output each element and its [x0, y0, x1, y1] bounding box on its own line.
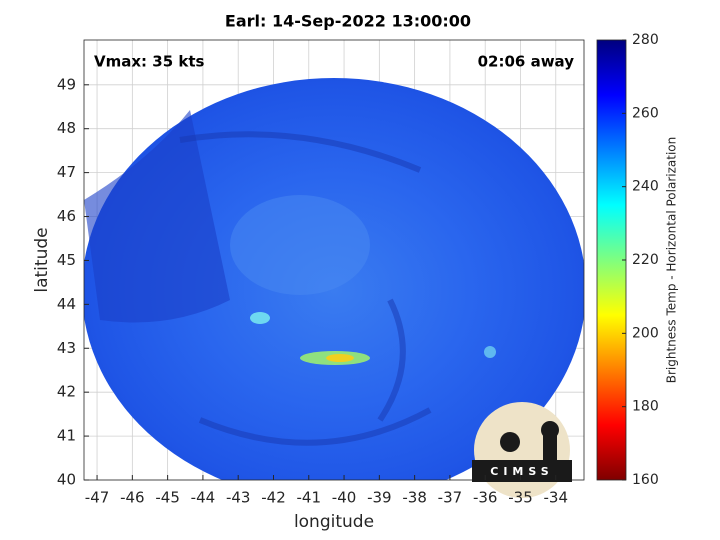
x-tick-label: -37 — [438, 489, 463, 507]
logo: CIMSS — [472, 402, 572, 498]
colorbar-tick-label: 280 — [632, 32, 659, 48]
y-tick-label: 44 — [57, 295, 76, 313]
x-tick-label: -36 — [473, 489, 498, 507]
x-tick-label: -47 — [85, 489, 110, 507]
x-tick-label: -38 — [402, 489, 427, 507]
colorbar-tick-label: 260 — [632, 105, 659, 121]
y-tick-label: 48 — [57, 119, 76, 137]
colorbar-tick-label: 160 — [632, 472, 659, 488]
annotation: 02:06 away — [478, 53, 575, 71]
colorbar — [596, 39, 627, 481]
y-tick-label: 46 — [57, 207, 76, 225]
x-tick-label: -35 — [508, 489, 533, 507]
x-tick-label: -43 — [226, 489, 251, 507]
colorbar-tick-label: 220 — [632, 252, 659, 268]
y-axis-label: latitude — [32, 227, 52, 292]
annotation: Vmax: 35 kts — [94, 53, 204, 71]
y-tick-label: 42 — [57, 383, 76, 401]
logo-text: CIMSS — [490, 465, 553, 478]
x-tick-label: -41 — [297, 489, 322, 507]
y-tick-label: 49 — [57, 75, 76, 93]
x-tick-label: -34 — [544, 489, 569, 507]
x-tick-label: -42 — [261, 489, 286, 507]
y-tick-label: 40 — [57, 471, 76, 489]
x-tick-label: -46 — [120, 489, 145, 507]
y-tick-label: 41 — [57, 427, 76, 445]
chart-title: Earl: 14-Sep-2022 13:00:00 — [225, 12, 471, 31]
x-tick-label: -45 — [155, 489, 180, 507]
colorbar-tick-label: 180 — [632, 399, 659, 415]
colorbar-tick-label: 200 — [632, 325, 659, 341]
y-tick-label: 47 — [57, 163, 76, 181]
satellite-image — [84, 78, 584, 480]
colorbar-tick-label: 240 — [632, 179, 659, 195]
x-tick-label: -44 — [191, 489, 216, 507]
x-tick-label: -40 — [332, 489, 357, 507]
y-tick-label: 43 — [57, 339, 76, 357]
x-axis-label: longitude — [294, 512, 374, 532]
colorbar-label: Brightness Temp - Horizontal Polarizatio… — [665, 137, 679, 384]
x-tick-label: -39 — [367, 489, 392, 507]
y-tick-label: 45 — [57, 251, 76, 269]
